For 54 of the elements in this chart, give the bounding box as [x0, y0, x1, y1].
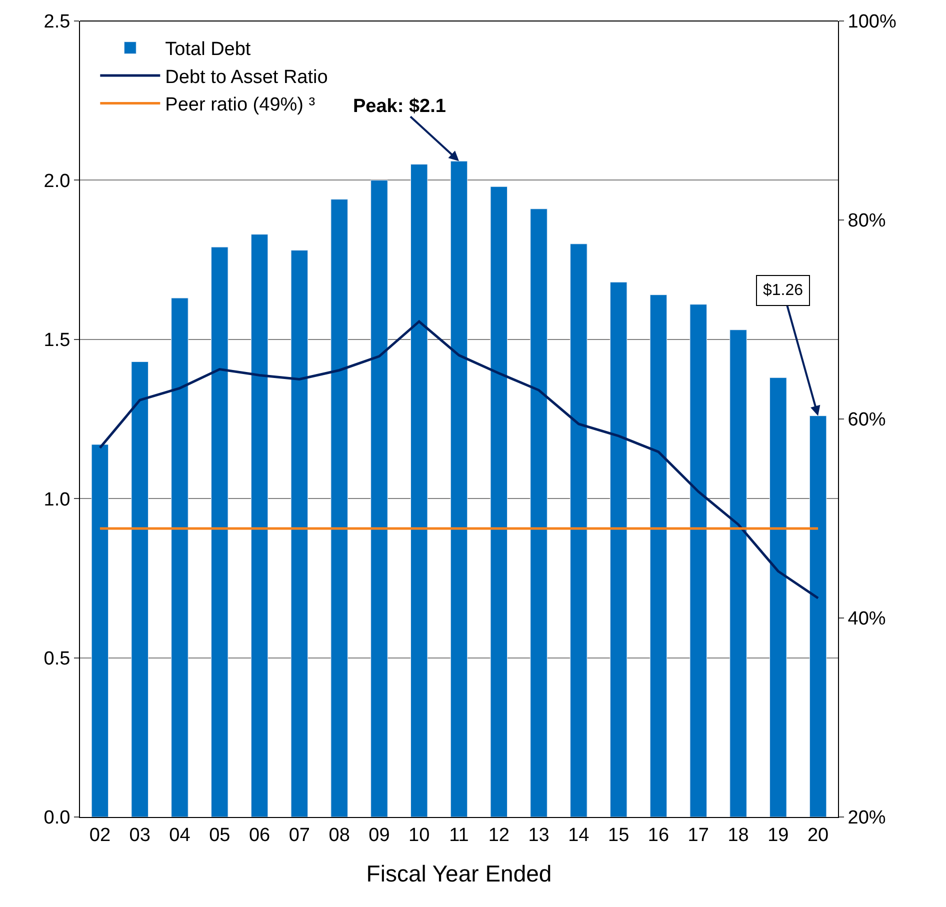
x-tick-label: 11: [449, 824, 469, 846]
bar: [410, 164, 428, 817]
bar: [610, 282, 628, 817]
x-tick-label: 08: [328, 824, 350, 846]
bar: [490, 186, 508, 817]
annotation: $1.26: [763, 282, 804, 299]
x-tick-label: 16: [648, 824, 670, 846]
bar: [91, 444, 109, 817]
bar: [530, 208, 548, 817]
bar: [171, 298, 188, 817]
bar: [650, 294, 668, 817]
x-tick-label: 14: [568, 824, 590, 846]
x-tick-label: 20: [807, 824, 829, 846]
y-tick-label: 1.5: [44, 330, 70, 352]
x-tick-label: 17: [688, 824, 709, 846]
bar: [250, 234, 268, 817]
annotation: Peak: $2.1: [353, 96, 446, 117]
legend-label: Total Debt: [165, 39, 252, 60]
x-tick-label: 04: [169, 824, 191, 846]
bar: [211, 246, 228, 817]
x-tick-label: 13: [528, 824, 550, 846]
y2-tick-label: 60%: [848, 410, 886, 431]
y-tick-label: 0.5: [44, 648, 70, 670]
legend-label: Peer ratio (49%) ³: [165, 94, 316, 116]
y-tick-label: 1.0: [44, 489, 70, 510]
y2-tick-label: 80%: [848, 210, 886, 232]
bar: [330, 199, 348, 817]
legend-label: Debt to Asset Ratio: [165, 66, 328, 88]
x-tick-label: 10: [408, 824, 430, 846]
x-tick-label: 07: [288, 824, 310, 846]
x-tick-label: 18: [728, 824, 749, 846]
line-series: [98, 320, 820, 600]
x-tick-label: 06: [248, 824, 270, 846]
bar: [570, 244, 588, 817]
y-tick-label: 2.0: [44, 170, 70, 192]
bar: [690, 304, 707, 817]
bar: [370, 180, 388, 817]
x-tick-label: 15: [608, 824, 630, 846]
y2-tick-label: 20%: [848, 808, 886, 829]
y-tick-label: 0.0: [44, 808, 70, 829]
bar: [131, 361, 148, 817]
x-tick-label: 03: [129, 824, 150, 846]
bar: [730, 330, 747, 817]
y2-tick-label: 100%: [848, 12, 896, 33]
bar: [290, 250, 308, 817]
x-tick-label: 02: [89, 824, 111, 846]
x-tick-label: 09: [368, 824, 390, 846]
bar: [770, 377, 787, 817]
x-axis-title: Fiscal Year Ended: [366, 860, 552, 886]
x-tick-label: 19: [768, 824, 789, 846]
x-tick-label: 05: [209, 824, 230, 846]
x-tick-label: 12: [488, 824, 510, 846]
y-tick-label: 2.5: [44, 12, 70, 33]
y2-tick-label: 40%: [848, 608, 886, 630]
